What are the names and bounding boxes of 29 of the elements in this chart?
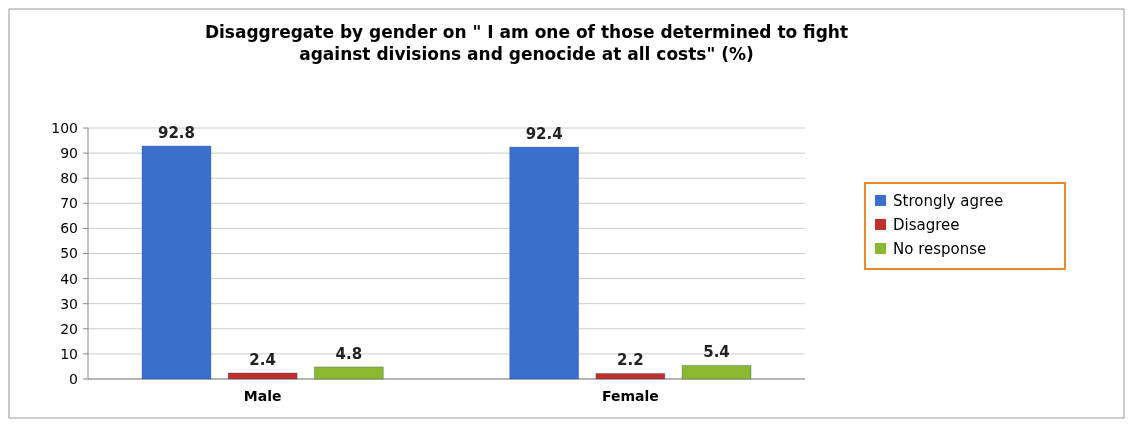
data-label: 5.4 [703, 343, 730, 362]
y-tick-label: 60 [60, 220, 78, 237]
data-label: 2.4 [249, 350, 276, 369]
legend-label: Disagree [893, 216, 960, 235]
bar [227, 372, 298, 380]
y-tick-label: 20 [60, 320, 78, 337]
bar [141, 145, 212, 380]
x-tick-label: Female [601, 388, 659, 404]
y-tick-label: 40 [60, 270, 78, 287]
data-label: 4.8 [335, 344, 363, 363]
y-tick-label: 30 [60, 295, 78, 312]
bar [509, 146, 580, 380]
y-tick-label: 80 [60, 170, 78, 187]
bar [313, 366, 384, 380]
legend-label: No response [893, 240, 987, 259]
data-label: 2.2 [617, 351, 644, 370]
data-label: 92.4 [525, 125, 563, 144]
y-tick-label: 90 [60, 145, 78, 161]
bar [681, 364, 752, 380]
x-tick-label: Male [243, 388, 282, 404]
y-tick-label: 0 [69, 370, 78, 387]
legend-label: Strongly agree [893, 192, 1004, 211]
data-label: 92.8 [157, 124, 195, 143]
y-tick-label: 10 [60, 345, 78, 362]
bar [595, 372, 666, 380]
y-tick-label: 100 [51, 119, 78, 136]
y-tick-label: 70 [60, 195, 78, 212]
y-tick-label: 50 [60, 245, 78, 262]
chart-title: Disaggregate by gender on " I am one of those determined to fight against divisions and genocide at all costs" (%) [204, 22, 849, 64]
